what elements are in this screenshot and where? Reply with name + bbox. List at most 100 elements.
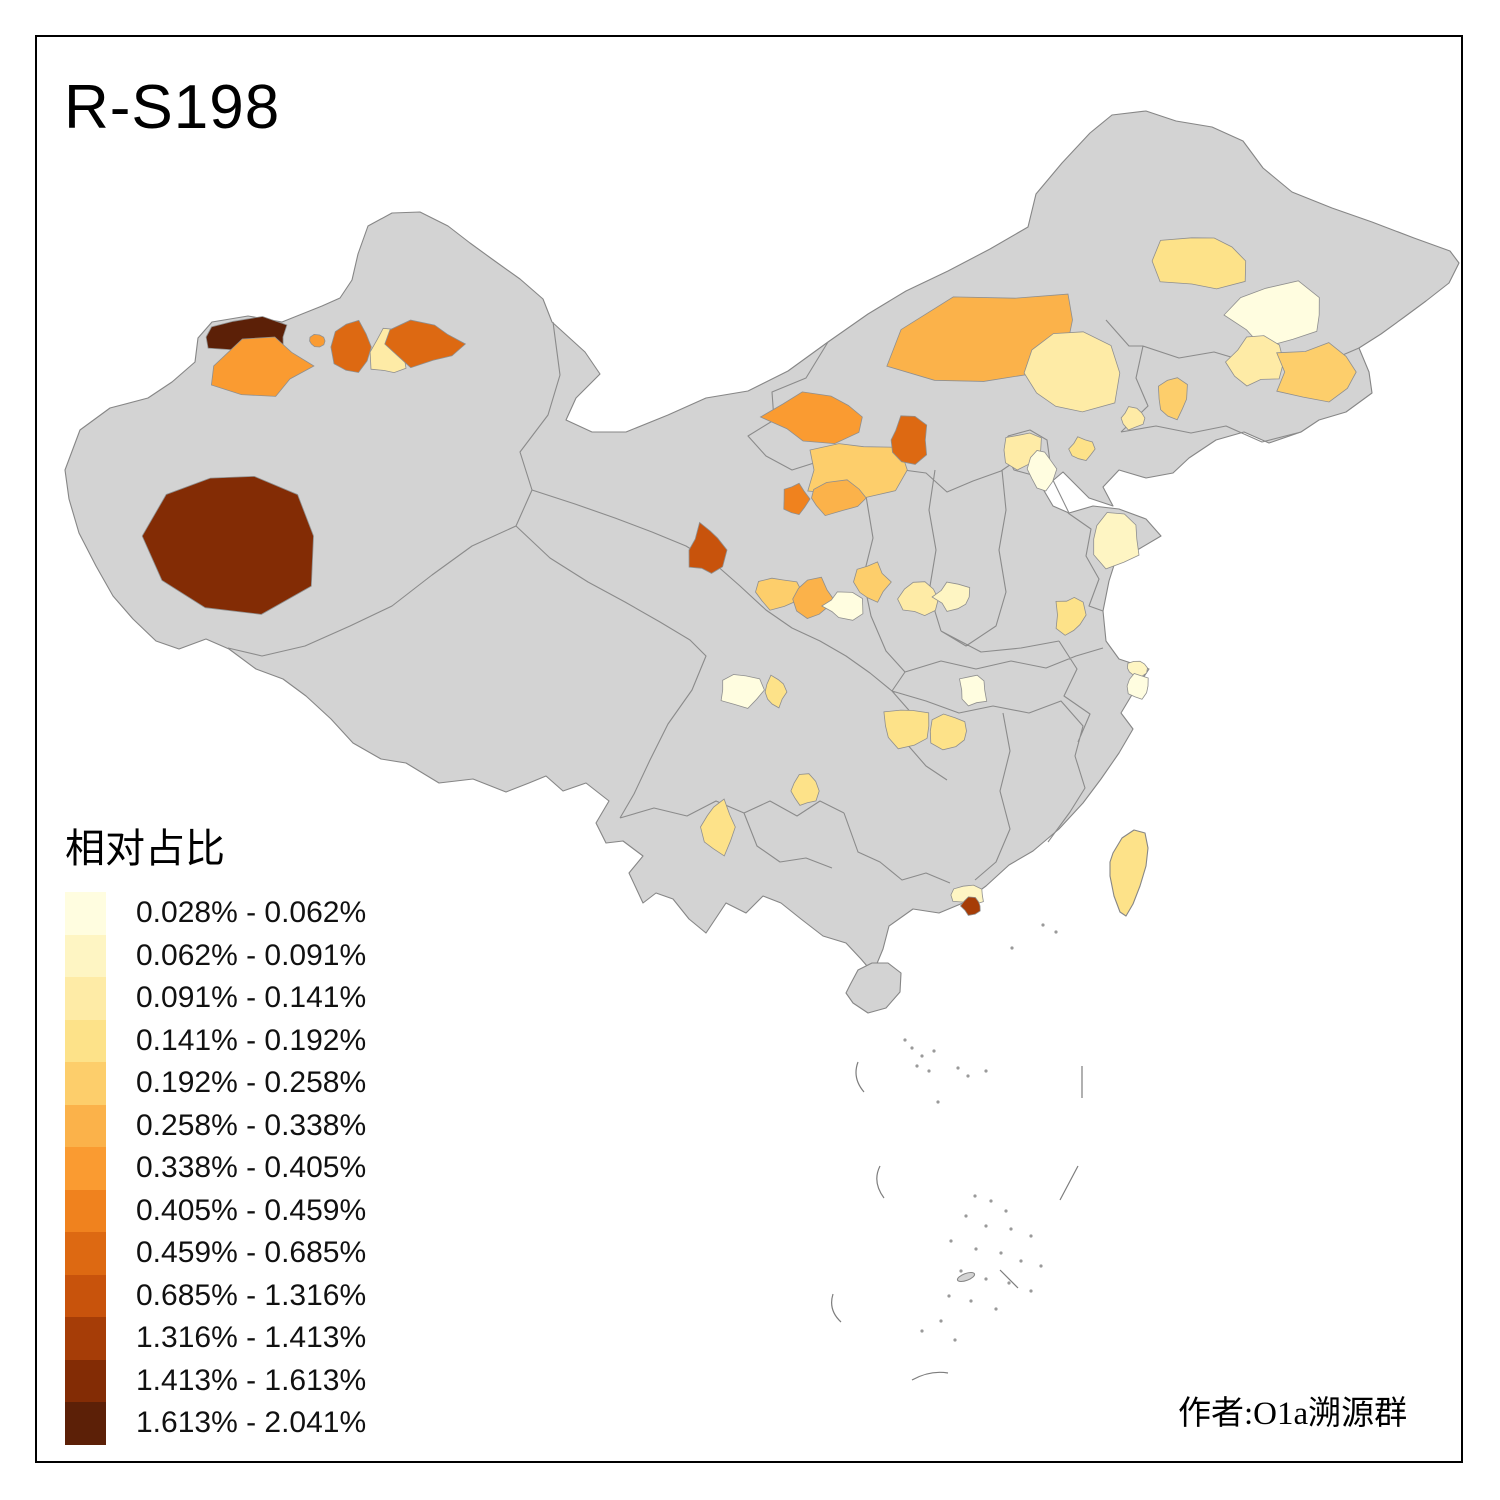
legend-swatch — [65, 892, 106, 935]
islet-dot — [984, 1277, 988, 1281]
map-region — [853, 561, 892, 603]
islet-dot — [910, 1046, 914, 1050]
map-region — [1223, 280, 1320, 349]
islet-dot — [903, 1038, 907, 1042]
map-region — [1157, 377, 1188, 421]
islet-dot — [1007, 1281, 1011, 1285]
map-region — [821, 591, 864, 621]
islet-dot — [1004, 1209, 1008, 1213]
legend-title: 相对占比 — [65, 826, 225, 871]
islet-dot — [1019, 1259, 1023, 1263]
islet-dot — [984, 1224, 988, 1228]
south-china-sea-islets — [831, 923, 1083, 1381]
legend-label: 0.091% - 0.141% — [136, 981, 367, 1015]
legend-label: 1.316% - 1.413% — [136, 1321, 367, 1355]
islet-dot — [974, 1247, 978, 1251]
legend-label: 0.338% - 0.405% — [136, 1151, 367, 1185]
legend-label: 1.413% - 1.613% — [136, 1363, 367, 1397]
legend-swatch — [65, 1402, 106, 1445]
map-region — [384, 319, 467, 369]
islet-dot — [969, 1299, 973, 1303]
map-region — [1026, 450, 1058, 492]
map-region — [959, 674, 988, 707]
legend-swatch — [65, 977, 106, 1020]
legend-swatch — [65, 934, 106, 977]
legend-label: 0.062% - 0.091% — [136, 938, 367, 972]
map-region — [792, 576, 834, 619]
plot-title: R-S198 — [64, 73, 281, 142]
legend-label: 1.613% - 2.041% — [136, 1406, 367, 1440]
map-region — [141, 475, 314, 615]
islet-dot — [964, 1214, 968, 1218]
legend-row: 0.091% - 0.141% — [65, 977, 366, 1020]
map-region — [720, 674, 765, 709]
map-region — [1151, 237, 1247, 290]
legend-label: 0.685% - 1.316% — [136, 1278, 367, 1312]
legend-swatch — [65, 1359, 106, 1402]
islet-dot — [949, 1239, 953, 1243]
islet-dot — [953, 1338, 957, 1342]
map-region — [931, 581, 971, 612]
legend-row: 0.258% - 0.338% — [65, 1104, 366, 1147]
islet-dot — [1041, 923, 1045, 927]
map-region — [1126, 673, 1149, 700]
credit-text: 作者:O1a溯源群 — [1178, 1396, 1408, 1432]
map-region — [897, 581, 939, 617]
legend-label: 0.141% - 0.192% — [136, 1023, 367, 1057]
map-region — [811, 479, 867, 517]
islet-dot — [999, 1251, 1003, 1255]
taiwan-island — [1109, 829, 1149, 917]
legend-row: 0.028% - 0.062% — [65, 892, 366, 935]
legend-swatch — [65, 1062, 106, 1105]
legend-row: 0.062% - 0.091% — [65, 934, 367, 977]
legend-swatch — [65, 1232, 106, 1275]
legend-row: 0.141% - 0.192% — [65, 1019, 367, 1062]
islet-dot — [932, 1049, 936, 1053]
islet-dot — [984, 1069, 988, 1073]
map-region — [959, 896, 981, 916]
map-region — [764, 674, 788, 709]
map-region — [1055, 596, 1087, 636]
legend-row: 0.405% - 0.459% — [65, 1189, 366, 1232]
map-region — [1023, 331, 1121, 413]
legend-label: 0.192% - 0.258% — [136, 1066, 367, 1100]
legend-label: 0.459% - 0.685% — [136, 1236, 367, 1270]
islet-dot — [947, 1294, 951, 1298]
islet-dot — [920, 1054, 924, 1058]
map-region — [210, 336, 315, 397]
legend-swatch — [65, 1274, 106, 1317]
map-region — [755, 577, 803, 611]
legend-row: 1.316% - 1.413% — [65, 1317, 366, 1360]
islet-dot — [1039, 1264, 1043, 1268]
legend: 相对占比 0.028% - 0.062% 0.062% - 0.091% 0.091… — [65, 816, 366, 1445]
islet-dot — [936, 1100, 940, 1104]
legend-row: 0.685% - 1.316% — [65, 1274, 367, 1317]
islet-dot — [915, 1064, 919, 1068]
map-region — [1126, 660, 1148, 678]
map-region — [1224, 335, 1285, 387]
map-region — [890, 415, 928, 465]
map-region — [1093, 512, 1140, 570]
legend-row: 0.338% - 0.405% — [65, 1147, 366, 1190]
map-region — [929, 713, 967, 751]
islet-dot — [1029, 1234, 1033, 1238]
legend-swatch — [65, 1317, 106, 1360]
map-region — [700, 798, 736, 857]
islet-dot — [956, 1066, 960, 1070]
islet-dot — [939, 1319, 943, 1323]
legend-row: 1.613% - 2.041% — [65, 1402, 366, 1445]
islet-dot — [1054, 930, 1058, 934]
islet-dot — [1009, 1227, 1013, 1231]
map-region — [790, 773, 820, 806]
legend-items: 0.028% - 0.062% 0.062% - 0.091% 0.091% - 0… — [65, 892, 366, 1445]
map-region — [1068, 436, 1096, 461]
islet-dot — [920, 1329, 924, 1333]
map-region — [309, 333, 326, 348]
legend-row: 1.413% - 1.613% — [65, 1359, 367, 1402]
map-region — [759, 391, 863, 445]
legend-row: 0.192% - 0.258% — [65, 1062, 366, 1105]
islet-dot — [994, 1307, 998, 1311]
legend-swatch — [65, 1019, 106, 1062]
